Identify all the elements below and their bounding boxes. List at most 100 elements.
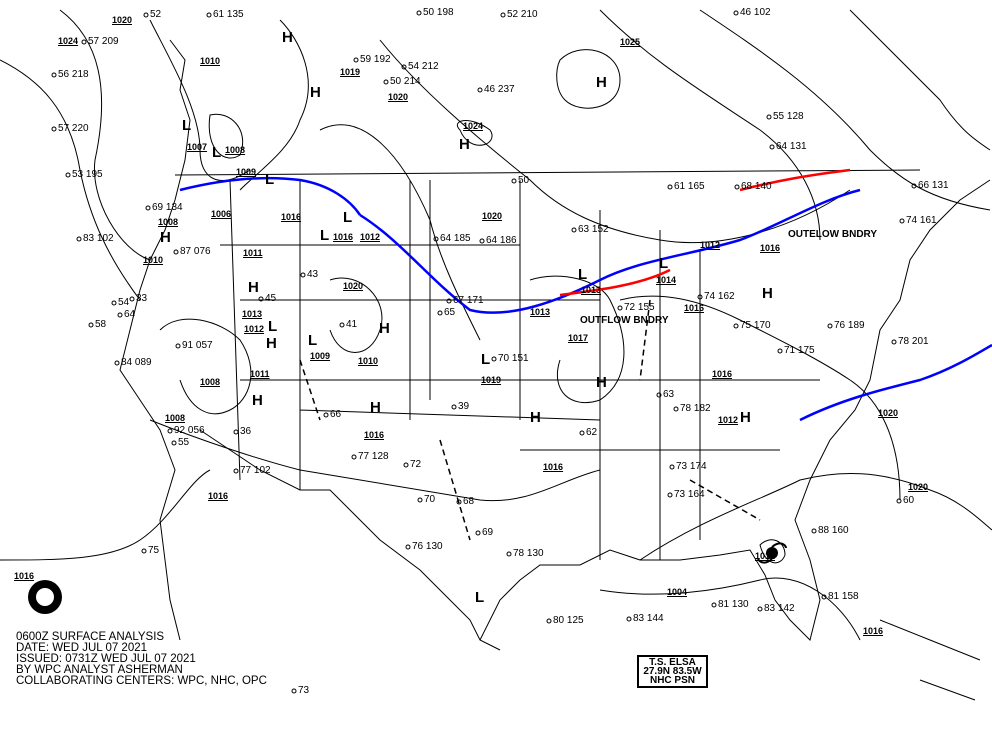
pressure-center-high: H (266, 335, 277, 352)
pressure-center-low: L (308, 332, 318, 349)
station-marker (51, 126, 57, 132)
station-marker (479, 238, 485, 244)
station-value: 64 186 (486, 235, 517, 246)
station-marker (475, 530, 481, 536)
pressure-center-high: H (370, 399, 381, 416)
station-value: 70 (424, 494, 436, 505)
isobar-label: 1010 (200, 56, 221, 66)
isobar-label: 1011 (250, 369, 270, 379)
station-value: 74 161 (906, 215, 937, 226)
station-value: 73 (298, 685, 310, 696)
station-value: 71 175 (784, 345, 815, 356)
isobar-label: 1012 (755, 551, 776, 561)
station-value: 66 131 (918, 180, 949, 191)
station-marker (579, 430, 585, 436)
station-marker (626, 616, 632, 622)
pressure-center-low: L (343, 209, 353, 226)
isobar-label: 1025 (620, 37, 641, 47)
station-marker (111, 300, 117, 306)
station-marker (827, 323, 833, 329)
isobar-label: 1011 (243, 248, 263, 258)
station-value: 50 214 (390, 76, 421, 87)
station-marker (734, 184, 740, 190)
station-value: 72 155 (624, 302, 655, 313)
station-marker (437, 310, 443, 316)
station-value: 56 218 (58, 69, 89, 80)
station-marker (757, 606, 763, 612)
station-marker (405, 544, 411, 550)
isobar-label: 1013 (242, 309, 263, 319)
station-marker (811, 528, 817, 534)
station-value: 55 128 (773, 111, 804, 122)
station-value: 61 165 (674, 181, 705, 192)
caption-centers: COLLABORATING CENTERS: WPC, NHC, OPC (16, 675, 267, 687)
station-marker (76, 236, 82, 242)
storm-position: 27.9N 83.5W (643, 666, 702, 677)
station-value: 61 135 (213, 9, 244, 20)
station-value: 52 (150, 9, 162, 20)
station-value: 73 174 (676, 461, 707, 472)
station-marker (911, 183, 917, 189)
station-marker (656, 392, 662, 398)
isobar-label: 1009 (236, 167, 257, 177)
station-value: 87 076 (180, 246, 211, 257)
isobar-label: 1008 (158, 217, 179, 227)
pressure-center-low: L (475, 589, 485, 606)
isobar-label: 1020 (343, 281, 364, 291)
station-marker (673, 406, 679, 412)
pressure-center-low: L (659, 255, 669, 272)
isobar-label: 1020 (112, 15, 133, 25)
front-label-outflow: OUTELOW BNDRY (788, 229, 878, 240)
isobar-label: 1008 (200, 377, 221, 387)
station-marker (233, 429, 239, 435)
station-value: 36 (240, 426, 252, 437)
station-value: 41 (346, 319, 358, 330)
storm-position-box: T.S. ELSA 27.9N 83.5W NHC PSN (637, 655, 708, 688)
station-marker (173, 249, 179, 255)
station-value: 46 102 (740, 7, 771, 18)
station-value: 39 (458, 401, 470, 412)
isobar-label: 1010 (143, 255, 164, 265)
station-value: 63 152 (578, 224, 609, 235)
station-marker (233, 468, 239, 474)
station-value: 68 (463, 496, 475, 507)
analysis-caption: 0600Z SURFACE ANALYSIS DATE: WED JUL 07 … (16, 631, 267, 687)
isobar-label: 1019 (340, 67, 361, 77)
station-marker (167, 428, 173, 434)
station-value: 58 (95, 319, 107, 330)
station-marker (175, 343, 181, 349)
isobars (0, 9, 992, 641)
pressure-center-low: L (182, 117, 192, 134)
station-marker (506, 551, 512, 557)
storm-name: T.S. ELSA (649, 657, 696, 668)
station-marker (65, 172, 71, 178)
caption-date: DATE: WED JUL 07 2021 (16, 642, 148, 654)
station-marker (117, 312, 123, 318)
station-marker (129, 296, 135, 302)
isobar-label: 1013 (581, 285, 602, 295)
station-value: 83 102 (83, 233, 114, 244)
station-marker (766, 114, 772, 120)
isobar-label: 1016 (333, 232, 354, 242)
isobar-label: 1024 (58, 36, 79, 46)
station-marker (416, 10, 422, 16)
station-value: 64 185 (440, 233, 471, 244)
isobar-label: 1020 (482, 211, 503, 221)
station-marker (403, 462, 409, 468)
pressure-center-low: L (481, 351, 491, 368)
station-value: 52 210 (507, 9, 538, 20)
station-marker (291, 688, 297, 694)
isobar-label: 1016 (760, 243, 781, 253)
isobar-label: 1020 (908, 482, 929, 492)
isobar-label: 1020 (878, 408, 899, 418)
station-marker (114, 360, 120, 366)
station-marker (697, 294, 703, 300)
isobar-label: 1016 (543, 462, 564, 472)
station-marker (451, 404, 457, 410)
pressure-center-high: H (530, 409, 541, 426)
front-label-outflow: OUTFLOW BNDRY (580, 315, 669, 326)
station-value: 33 (136, 293, 148, 304)
isobar-label: 1012 (718, 415, 739, 425)
caption-analyst: BY WPC ANALYST ASHERMAN (16, 664, 183, 676)
